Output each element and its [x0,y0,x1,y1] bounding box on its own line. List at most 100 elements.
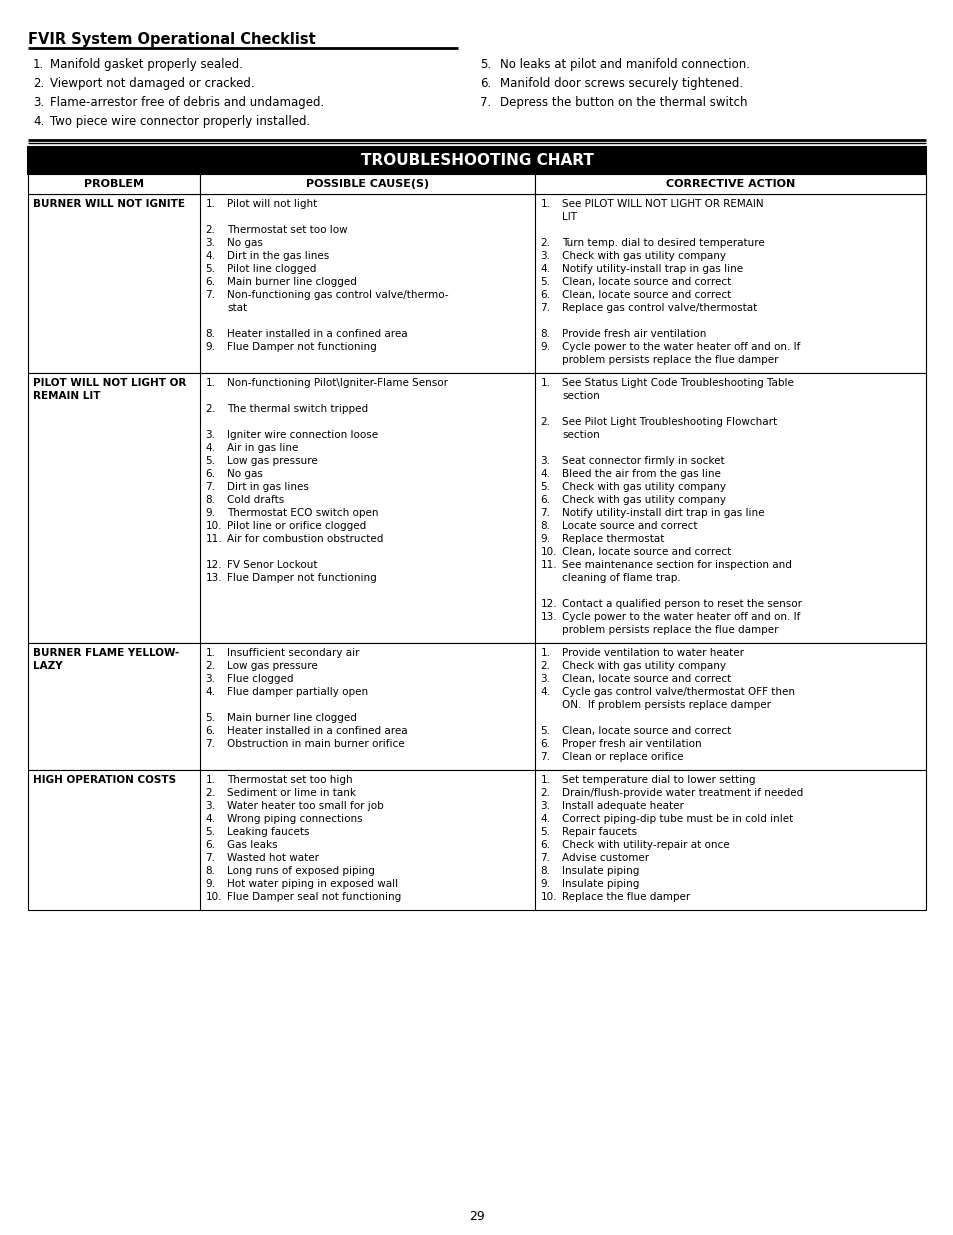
Text: 7.: 7. [479,96,491,109]
Text: 11.: 11. [205,534,222,543]
Text: 3.: 3. [539,456,550,466]
Text: 4.: 4. [205,443,215,453]
Text: Pilot will not light: Pilot will not light [227,199,317,209]
Text: 9.: 9. [539,879,550,889]
Text: Pilot line clogged: Pilot line clogged [227,264,316,274]
Text: Dirt in gas lines: Dirt in gas lines [227,482,309,492]
Text: POSSIBLE CAUSE(S): POSSIBLE CAUSE(S) [306,179,429,189]
Text: Flue Damper not functioning: Flue Damper not functioning [227,342,376,352]
Text: Cycle power to the water heater off and on. If: Cycle power to the water heater off and … [561,613,800,622]
Text: No leaks at pilot and manifold connection.: No leaks at pilot and manifold connectio… [499,58,749,70]
Text: Check with gas utility company: Check with gas utility company [561,661,725,671]
Text: 1.: 1. [539,776,550,785]
Text: 3.: 3. [539,251,550,261]
Text: Check with gas utility company: Check with gas utility company [561,482,725,492]
Text: 6.: 6. [205,469,215,479]
Text: 29: 29 [469,1210,484,1223]
Text: 8.: 8. [205,495,215,505]
Text: Repair faucets: Repair faucets [561,827,637,837]
Text: Flue Damper seal not functioning: Flue Damper seal not functioning [227,892,401,902]
Text: Check with gas utility company: Check with gas utility company [561,251,725,261]
Text: ON.  If problem persists replace damper: ON. If problem persists replace damper [561,700,771,710]
Text: 3.: 3. [205,802,215,811]
Text: 1.: 1. [205,648,215,658]
Text: Hot water piping in exposed wall: Hot water piping in exposed wall [227,879,398,889]
Text: See PILOT WILL NOT LIGHT OR REMAIN: See PILOT WILL NOT LIGHT OR REMAIN [561,199,763,209]
Text: 2.: 2. [33,77,44,90]
Text: CORRECTIVE ACTION: CORRECTIVE ACTION [665,179,795,189]
Text: Thermostat set too low: Thermostat set too low [227,225,348,235]
Bar [28,194,925,373]
Text: FVIR System Operational Checklist: FVIR System Operational Checklist [28,32,315,47]
Text: 5.: 5. [205,827,215,837]
Text: Advise customer: Advise customer [561,853,649,863]
Text: 2.: 2. [539,417,550,427]
Text: Clean or replace orifice: Clean or replace orifice [561,752,683,762]
Text: stat: stat [227,303,247,312]
Text: 4.: 4. [539,687,550,697]
Text: Clean, locate source and correct: Clean, locate source and correct [561,277,731,287]
Text: section: section [561,430,599,440]
Text: Provide ventilation to water heater: Provide ventilation to water heater [561,648,743,658]
Text: 3.: 3. [539,802,550,811]
Text: section: section [561,391,599,401]
Text: PILOT WILL NOT LIGHT OR: PILOT WILL NOT LIGHT OR [33,378,186,388]
Text: 4.: 4. [539,469,550,479]
Text: PROBLEM: PROBLEM [84,179,144,189]
Text: Non-functioning Pilot\Igniter-Flame Sensor: Non-functioning Pilot\Igniter-Flame Sens… [227,378,448,388]
Text: 12.: 12. [205,559,222,571]
Text: Locate source and correct: Locate source and correct [561,521,698,531]
Text: 2.: 2. [205,661,215,671]
Text: 2.: 2. [539,238,550,248]
Text: Obstruction in main burner orifice: Obstruction in main burner orifice [227,739,405,748]
Text: 5.: 5. [539,482,550,492]
Text: 8.: 8. [205,329,215,338]
Text: Replace gas control valve/thermostat: Replace gas control valve/thermostat [561,303,757,312]
Text: Bleed the air from the gas line: Bleed the air from the gas line [561,469,720,479]
Text: problem persists replace the flue damper: problem persists replace the flue damper [561,625,778,635]
Text: 7.: 7. [205,853,215,863]
Text: Install adequate heater: Install adequate heater [561,802,683,811]
Text: 2.: 2. [205,788,215,798]
Text: 10.: 10. [539,892,557,902]
Text: Wasted hot water: Wasted hot water [227,853,319,863]
Text: 8.: 8. [539,521,550,531]
Text: Cold drafts: Cold drafts [227,495,284,505]
Text: 3.: 3. [205,674,215,684]
Text: 7.: 7. [539,303,550,312]
Text: 7.: 7. [539,853,550,863]
Text: Flue damper partially open: Flue damper partially open [227,687,368,697]
Text: 1.: 1. [205,378,215,388]
Text: BURNER FLAME YELLOW-: BURNER FLAME YELLOW- [33,648,179,658]
Text: 4.: 4. [205,251,215,261]
Text: Set temperature dial to lower setting: Set temperature dial to lower setting [561,776,755,785]
Bar [28,147,925,174]
Text: 7.: 7. [205,482,215,492]
Text: Sediment or lime in tank: Sediment or lime in tank [227,788,356,798]
Text: Proper fresh air ventilation: Proper fresh air ventilation [561,739,701,748]
Text: Clean, locate source and correct: Clean, locate source and correct [561,674,731,684]
Text: 6.: 6. [205,726,215,736]
Text: 9.: 9. [539,342,550,352]
Text: Flame-arrestor free of debris and undamaged.: Flame-arrestor free of debris and undama… [50,96,324,109]
Text: Gas leaks: Gas leaks [227,840,277,850]
Text: 7.: 7. [205,290,215,300]
Text: 1.: 1. [205,199,215,209]
Text: Thermostat set too high: Thermostat set too high [227,776,353,785]
Text: 1.: 1. [539,378,550,388]
Text: 1.: 1. [539,648,550,658]
Text: Correct piping-dip tube must be in cold inlet: Correct piping-dip tube must be in cold … [561,814,793,824]
Text: 9.: 9. [205,508,215,517]
Text: 6.: 6. [539,840,550,850]
Text: 5.: 5. [205,456,215,466]
Text: Air in gas line: Air in gas line [227,443,298,453]
Text: Water heater too small for job: Water heater too small for job [227,802,384,811]
Text: Pilot line or orifice clogged: Pilot line or orifice clogged [227,521,366,531]
Text: Cycle power to the water heater off and on. If: Cycle power to the water heater off and … [561,342,800,352]
Text: 4.: 4. [539,814,550,824]
Text: Two piece wire connector properly installed.: Two piece wire connector properly instal… [50,115,310,128]
Text: Manifold gasket properly sealed.: Manifold gasket properly sealed. [50,58,243,70]
Text: Long runs of exposed piping: Long runs of exposed piping [227,866,375,876]
Text: 10.: 10. [205,892,222,902]
Text: 8.: 8. [205,866,215,876]
